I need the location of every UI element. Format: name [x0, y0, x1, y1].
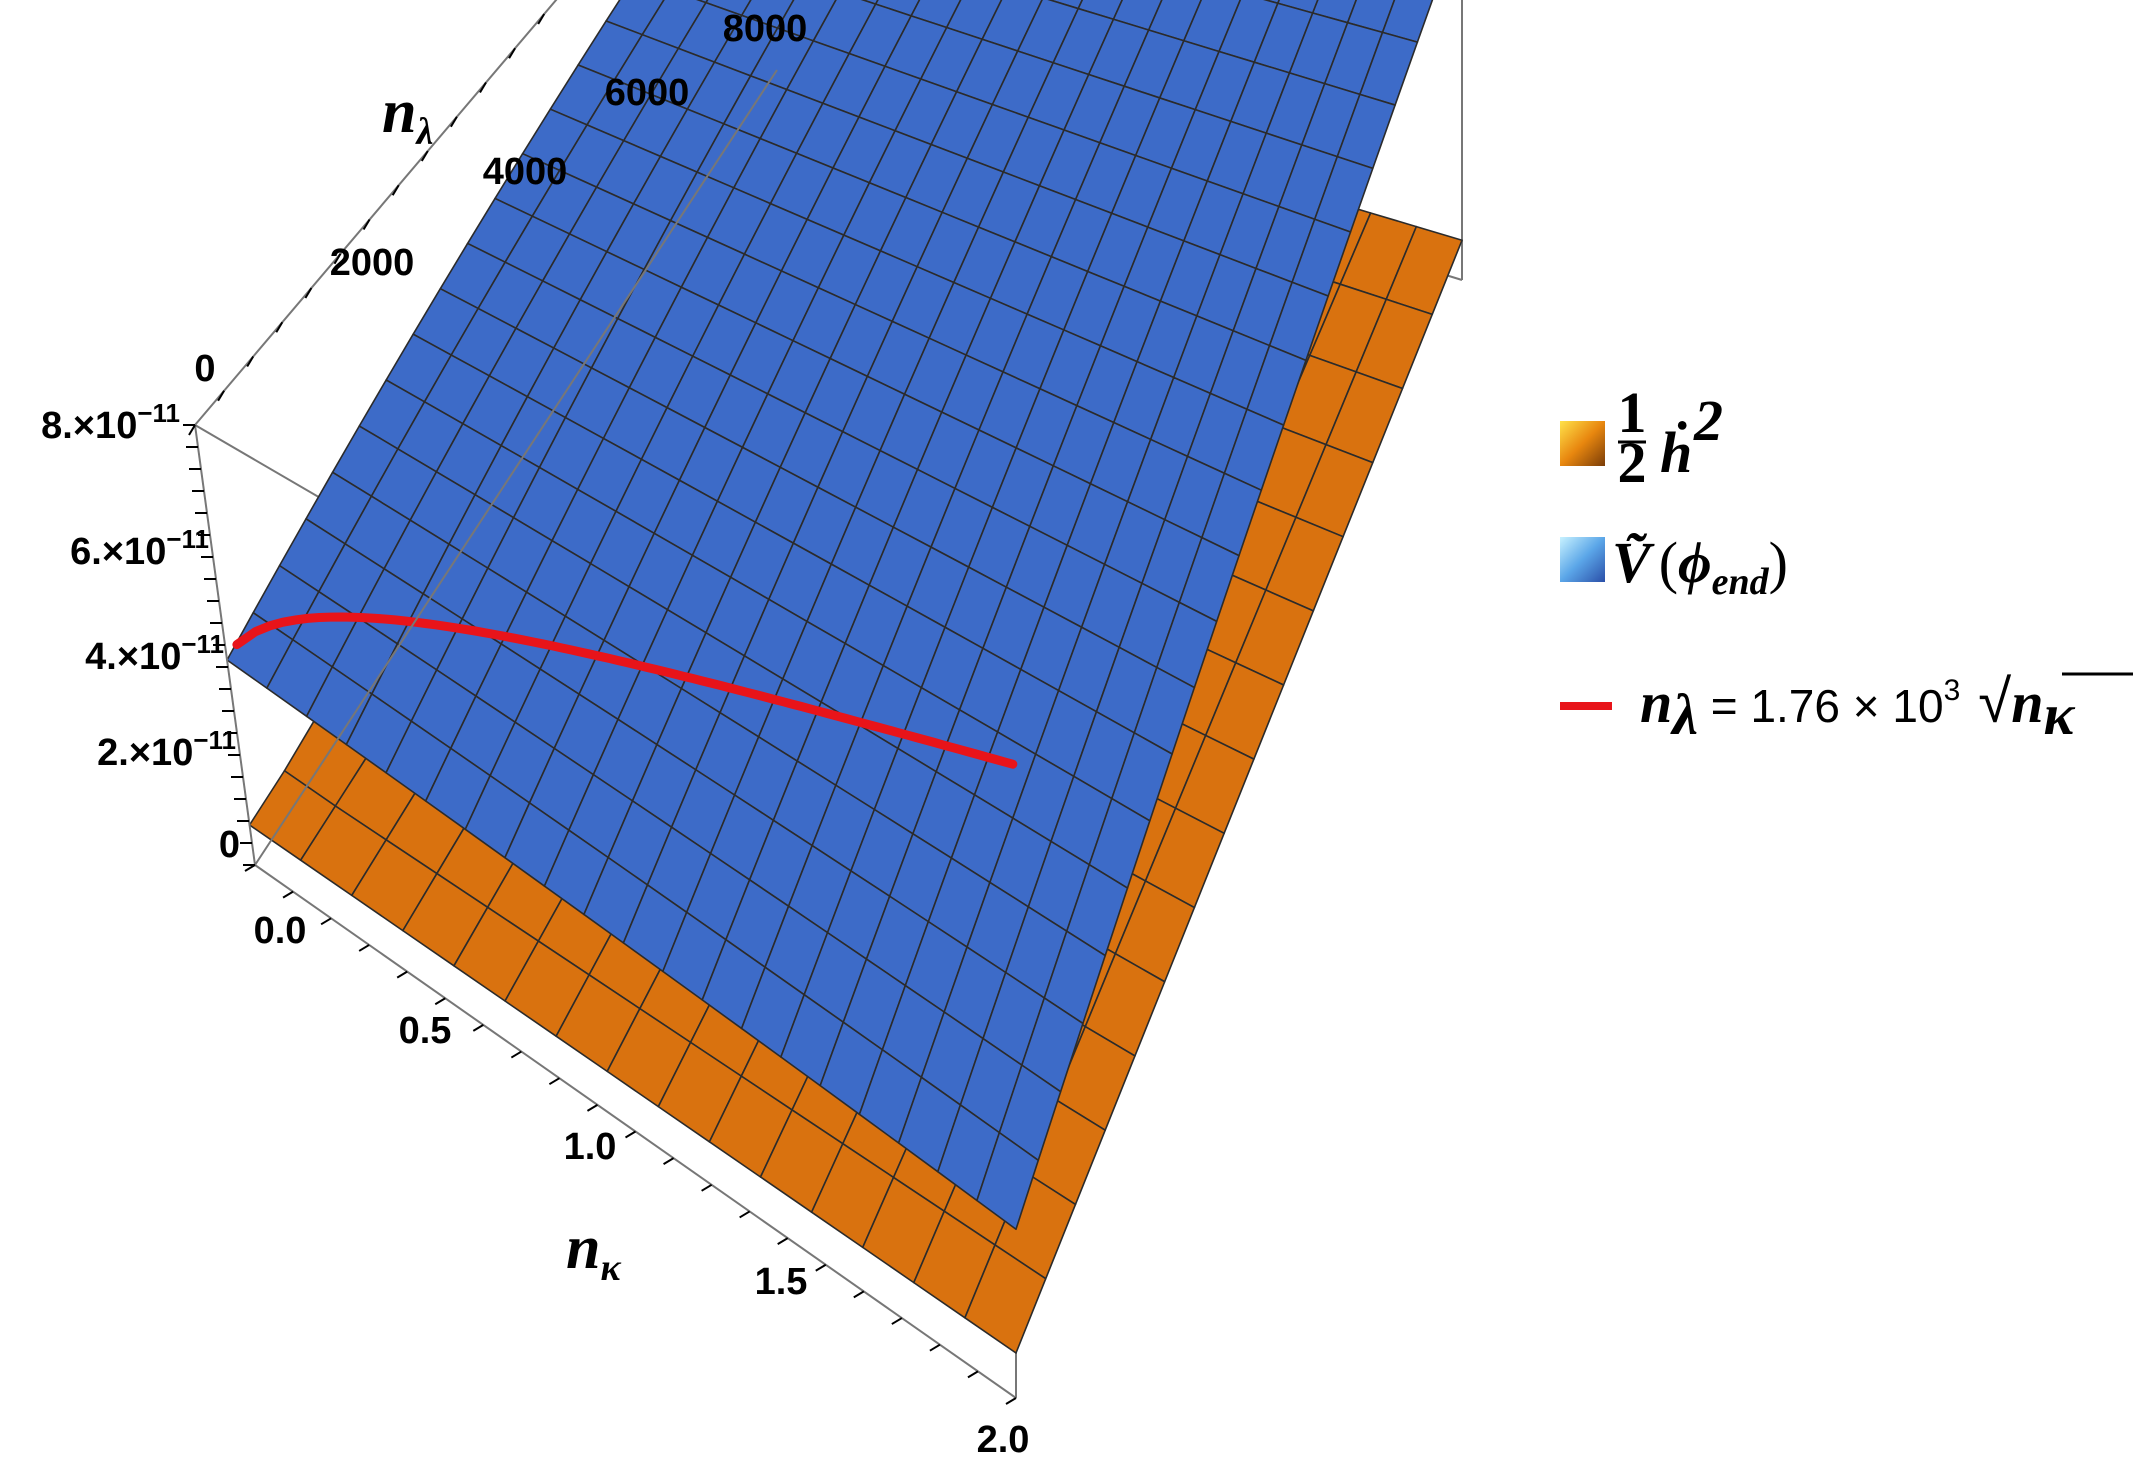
n-lambda-tick: 2000 — [330, 242, 415, 284]
tick-mark — [472, 1024, 484, 1032]
n-lambda-tick: 0 — [194, 348, 215, 390]
v-tilde-surface — [226, 0, 1434, 1231]
tick-mark — [479, 81, 487, 94]
n-lambda-axis: 0 2000 4000 6000 8000 nλ — [194, 8, 807, 390]
tick-mark — [508, 47, 516, 59]
tick-mark — [967, 1370, 979, 1379]
tick-mark — [320, 917, 332, 926]
n-kappa-axis-title: nκ — [566, 1214, 621, 1289]
tick-mark — [929, 1343, 941, 1352]
tick-mark — [663, 1157, 675, 1166]
z-tick: 6.×10−11 — [70, 524, 209, 573]
tick-mark — [701, 1183, 713, 1192]
n-kappa-tick: 0.5 — [399, 1010, 452, 1052]
z-axis: 8.×10−11 6.×10−11 4.×10−11 2.×10−11 0 — [41, 398, 240, 866]
tick-mark — [282, 890, 294, 899]
tick-mark — [450, 116, 458, 128]
tick-mark — [537, 13, 546, 25]
blue-surface-cell — [976, 1131, 1040, 1231]
n-kappa-tick: 2.0 — [977, 1419, 1030, 1461]
tick-mark — [434, 997, 446, 1006]
tick-mark — [420, 150, 429, 162]
z-tick: 4.×10−11 — [85, 629, 224, 678]
z-tick: 0 — [219, 824, 240, 866]
tick-mark — [396, 970, 408, 979]
tick-mark — [891, 1317, 903, 1325]
n-lambda-curve-line — [232, 612, 1018, 769]
z-tick: 2.×10−11 — [97, 725, 236, 774]
n-lambda-axis-title: nλ — [382, 78, 433, 153]
tick-mark — [333, 253, 342, 265]
legend-label-kinetic: 1 2 ḣ 2 — [1618, 380, 1724, 495]
bounding-box-front — [183, 13, 1017, 1405]
tick-mark — [358, 944, 370, 952]
n-kappa-axis: 0.0 0.5 1.0 1.5 2.0 nκ — [254, 910, 1030, 1461]
tick-mark — [815, 1263, 827, 1272]
legend-swatch-blue — [1560, 537, 1605, 582]
n-kappa-tick: 0.0 — [254, 910, 307, 952]
n-lambda-curve — [232, 612, 1018, 769]
tick-mark — [853, 1290, 865, 1299]
legend-label-potential: Ṽ (ϕend) — [1612, 530, 1788, 603]
z-tick: 8.×10−11 — [41, 398, 180, 447]
tick-mark — [548, 1077, 560, 1086]
svg-text:2: 2 — [1693, 388, 1723, 453]
tick-mark — [275, 321, 284, 333]
tick-mark — [391, 184, 400, 196]
legend: 1 2 ḣ 2 Ṽ (ϕend) nλ = 1.76 × 103 √nκ — [1560, 380, 2133, 747]
n-lambda-tick: 4000 — [483, 151, 568, 193]
tick-mark — [246, 355, 255, 368]
tick-mark — [188, 424, 196, 436]
svg-text:ḣ: ḣ — [1660, 420, 1692, 485]
tick-mark — [362, 218, 371, 231]
n-kappa-tick: 1.0 — [564, 1126, 617, 1168]
box-edge — [254, 69, 778, 866]
legend-label-relation: nλ = 1.76 × 103 √nκ — [1640, 668, 2075, 747]
tick-mark — [304, 287, 313, 299]
n-lambda-tick: 8000 — [723, 8, 808, 50]
tick-mark — [1005, 1397, 1017, 1405]
svg-text:1: 1 — [1618, 380, 1647, 445]
tick-mark — [510, 1050, 522, 1059]
legend-swatch-orange — [1560, 421, 1605, 466]
orange-surface-cell — [964, 1244, 1047, 1354]
tick-mark — [217, 390, 225, 402]
tick-mark — [739, 1210, 751, 1219]
tick-mark — [624, 1130, 637, 1139]
n-kappa-tick: 1.5 — [755, 1261, 808, 1303]
n-lambda-tick: 6000 — [605, 72, 690, 114]
tick-mark — [586, 1103, 598, 1112]
svg-text:2: 2 — [1618, 430, 1647, 495]
tick-mark — [777, 1237, 789, 1245]
